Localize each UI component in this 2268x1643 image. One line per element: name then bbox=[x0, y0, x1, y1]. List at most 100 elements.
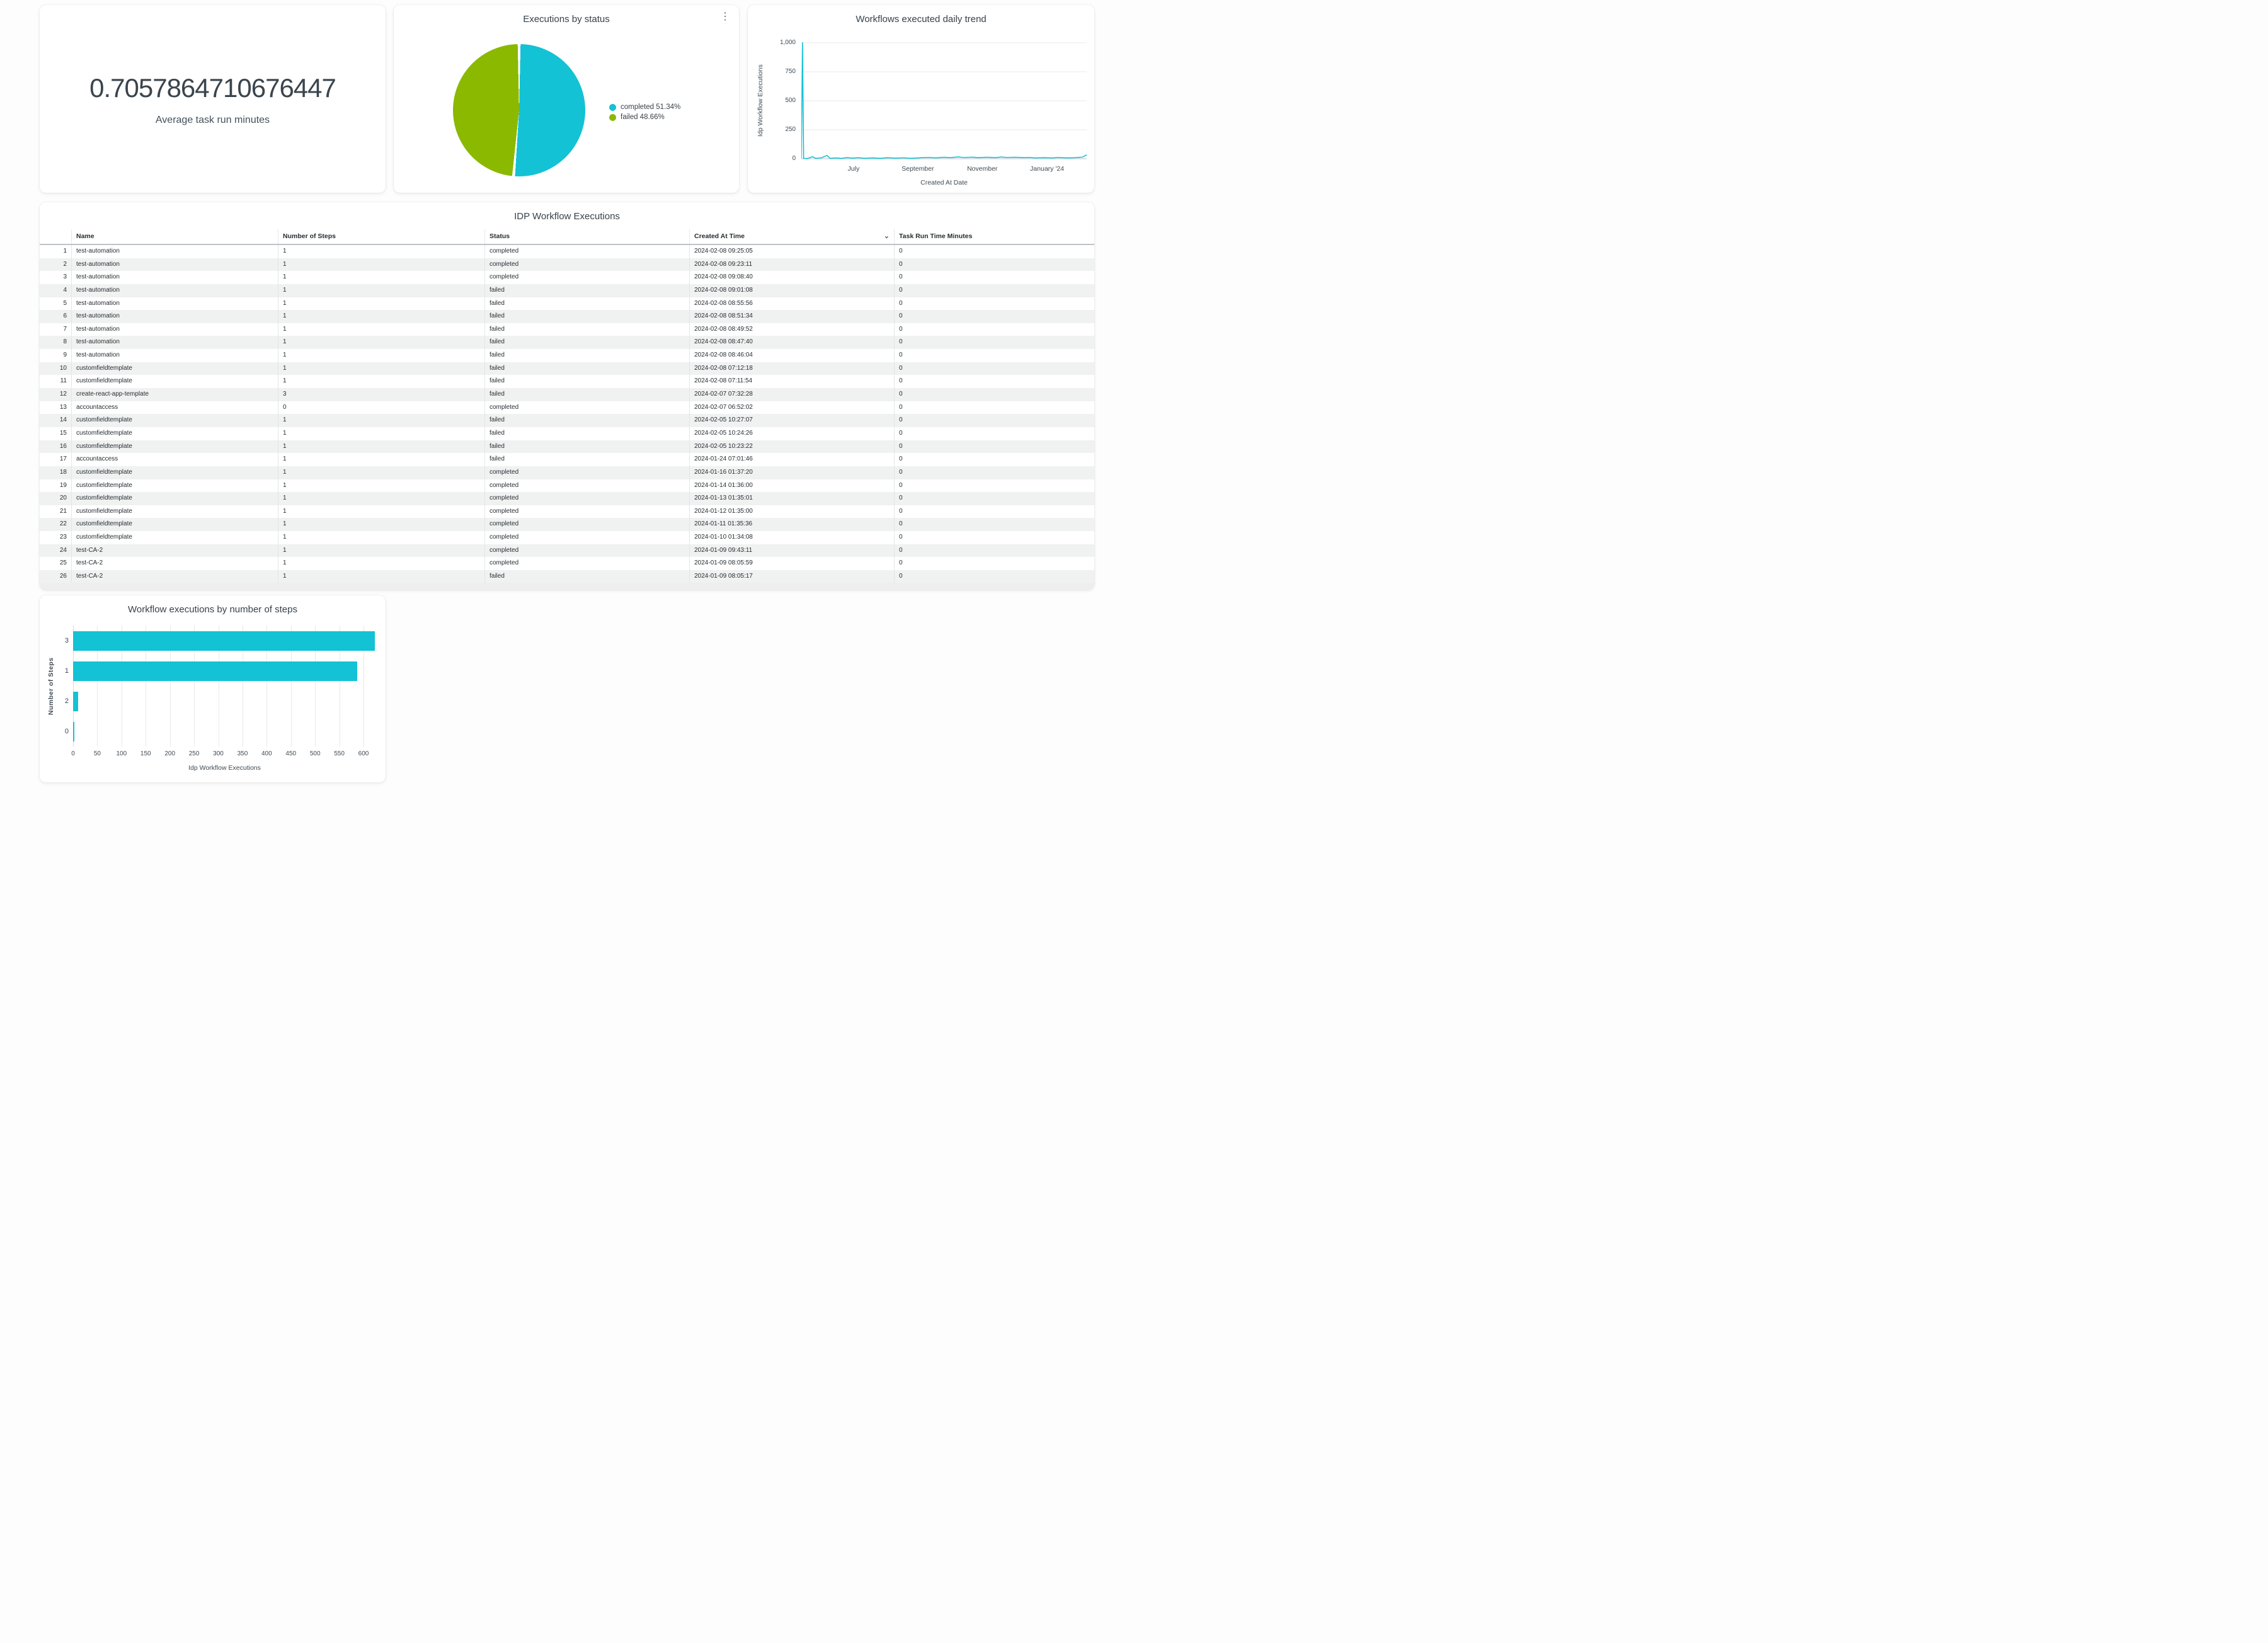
table-cell: 2024-01-16 01:37:20 bbox=[690, 466, 895, 479]
table-cell: 2024-02-08 09:08:40 bbox=[690, 271, 895, 284]
y-tick-label: 1,000 bbox=[779, 39, 796, 46]
table-cell: 0 bbox=[899, 273, 903, 281]
table-cell: 0 bbox=[899, 442, 903, 450]
table-cell: completed bbox=[485, 271, 690, 284]
legend-item[interactable]: completed 51.34% bbox=[609, 102, 680, 112]
table-row: 10 customfieldtemplate 1 failed 2024-02-08 0… bbox=[40, 362, 1094, 375]
table-row: 7 test-automation 1 failed 2024-02-08 08:49:… bbox=[40, 323, 1094, 336]
table-cell: 1 bbox=[278, 297, 485, 311]
table-cell: completed bbox=[485, 531, 690, 544]
column-header-status[interactable]: Status bbox=[485, 229, 690, 244]
x-tick-label: 400 bbox=[261, 750, 272, 757]
row-number-cell: 12 bbox=[40, 388, 72, 401]
table-cell: 0 bbox=[899, 520, 903, 528]
table-cell: 0 bbox=[899, 481, 903, 489]
table-row: 8 test-automation 1 failed 2024-02-08 08:47:… bbox=[40, 336, 1094, 350]
x-tick-label: 600 bbox=[358, 750, 369, 757]
bar-chart-card: Workflow executions by number of steps N… bbox=[40, 595, 386, 782]
table-cell: failed bbox=[485, 426, 690, 440]
pie-legend: completed 51.34% failed 48.66% bbox=[609, 102, 680, 122]
table-cell: customfieldtemplate bbox=[72, 531, 278, 544]
table-cell: 0 bbox=[899, 573, 903, 580]
column-header-task-run-time-minutes[interactable]: Task Run Time Minutes bbox=[895, 229, 1094, 244]
line-chart-title: Workflows executed daily trend bbox=[856, 14, 987, 25]
line-x-axis-title: Created At Date bbox=[920, 179, 968, 186]
table-cell: 2024-02-08 08:46:04 bbox=[690, 349, 895, 362]
x-tick-label: 0 bbox=[71, 750, 75, 757]
table-row: 21 customfieldtemplate 1 completed 2024-01-1… bbox=[40, 505, 1094, 518]
more-options-icon[interactable]: ⋮ bbox=[720, 11, 730, 22]
table-cell: test-automation bbox=[72, 297, 278, 311]
row-number-cell: 6 bbox=[40, 310, 72, 323]
table-cell: 1 bbox=[278, 544, 485, 558]
bar-x-axis-title: Idp Workflow Executions bbox=[188, 764, 261, 772]
pie-chart[interactable] bbox=[453, 44, 585, 176]
table-cell: test-automation bbox=[72, 349, 278, 362]
bar-plot-area[interactable] bbox=[73, 626, 376, 747]
table-cell: test-automation bbox=[72, 323, 278, 336]
table-cell: 1 bbox=[278, 245, 485, 258]
table-row: 12 create-react-app-template 3 failed 2024-0… bbox=[40, 388, 1094, 401]
legend-item[interactable]: failed 48.66% bbox=[609, 112, 680, 122]
table-cell: 2024-02-08 08:51:34 bbox=[690, 310, 895, 323]
table-row: 11 customfieldtemplate 1 failed 2024-02-08 0… bbox=[40, 375, 1094, 389]
table-row: 16 customfieldtemplate 1 failed 2024-02-05 1… bbox=[40, 440, 1094, 454]
table-cell: 2024-01-09 08:05:59 bbox=[690, 557, 895, 571]
table-row: 22 customfieldtemplate 1 completed 2024-01-1… bbox=[40, 518, 1094, 532]
row-number-cell: 9 bbox=[40, 349, 72, 362]
table-row: 5 test-automation 1 failed 2024-02-08 08:55:… bbox=[40, 297, 1094, 311]
table-cell: 0 bbox=[899, 429, 903, 437]
gridline bbox=[169, 626, 171, 747]
table-cell: 1 bbox=[278, 323, 485, 336]
table-row: 6 test-automation 1 failed 2024-02-08 08:51:… bbox=[40, 310, 1094, 323]
table-cell: customfieldtemplate bbox=[72, 426, 278, 440]
sort-descending-icon[interactable]: ⌄ bbox=[883, 232, 890, 240]
table-cell: 0 bbox=[899, 377, 903, 385]
bar-chart-title: Workflow executions by number of steps bbox=[127, 604, 297, 615]
column-header-label: Name bbox=[76, 232, 94, 240]
table-cell: 2024-01-14 01:36:00 bbox=[690, 479, 895, 493]
table-cell: failed bbox=[485, 375, 690, 389]
failed-swatch-icon bbox=[609, 113, 616, 121]
row-number-cell: 13 bbox=[40, 401, 72, 415]
scorecard-label: Average task run minutes bbox=[155, 115, 270, 125]
table-cell: customfieldtemplate bbox=[72, 492, 278, 505]
bar[interactable] bbox=[73, 661, 358, 681]
table-cell: failed bbox=[485, 323, 690, 336]
line-plot-area[interactable] bbox=[801, 41, 1087, 161]
table-cell: failed bbox=[485, 336, 690, 350]
bar[interactable] bbox=[73, 721, 74, 741]
table-cell: 2024-02-08 07:12:18 bbox=[690, 362, 895, 375]
table-cell: 2024-01-11 01:35:36 bbox=[690, 518, 895, 532]
table-cell: 1 bbox=[278, 466, 485, 479]
table-cell: completed bbox=[485, 479, 690, 493]
x-tick-label: November bbox=[966, 165, 998, 173]
column-header-name[interactable]: Name bbox=[72, 229, 278, 244]
table-cell: 0 bbox=[899, 534, 903, 541]
table-row: 19 customfieldtemplate 1 completed 2024-01-1… bbox=[40, 479, 1094, 493]
table-cell: 1 bbox=[278, 479, 485, 493]
line-series bbox=[801, 42, 1087, 159]
bar[interactable] bbox=[73, 631, 375, 651]
column-header-label: Created At Time bbox=[694, 232, 745, 240]
x-tick-label: 350 bbox=[237, 750, 248, 757]
line-chart-svg bbox=[801, 42, 1087, 159]
table-row: 18 customfieldtemplate 1 completed 2024-01-1… bbox=[40, 466, 1094, 479]
row-number-cell: 4 bbox=[40, 283, 72, 297]
y-tick-label: 500 bbox=[785, 97, 796, 104]
row-number-cell: 17 bbox=[40, 453, 72, 466]
table-cell: 1 bbox=[278, 258, 485, 272]
row-number-cell: 25 bbox=[40, 557, 72, 571]
table-cell: 2024-02-08 09:01:08 bbox=[690, 283, 895, 297]
table-cell: test-CA-2 bbox=[72, 570, 278, 583]
column-header-created-at-time[interactable]: Created At Time ⌄ bbox=[690, 229, 895, 244]
table-cell: 1 bbox=[278, 557, 485, 571]
x-tick-label: 500 bbox=[309, 750, 321, 757]
bar-category-label: 0 bbox=[64, 728, 69, 735]
legend-label: failed 48.66% bbox=[621, 113, 665, 121]
table-row: 20 customfieldtemplate 1 completed 2024-01-1… bbox=[40, 492, 1094, 505]
completed-swatch-icon bbox=[609, 103, 616, 111]
column-header-number-of-steps[interactable]: Number of Steps bbox=[278, 229, 485, 244]
table-title: IDP Workflow Executions bbox=[514, 211, 620, 222]
bar[interactable] bbox=[73, 691, 78, 711]
